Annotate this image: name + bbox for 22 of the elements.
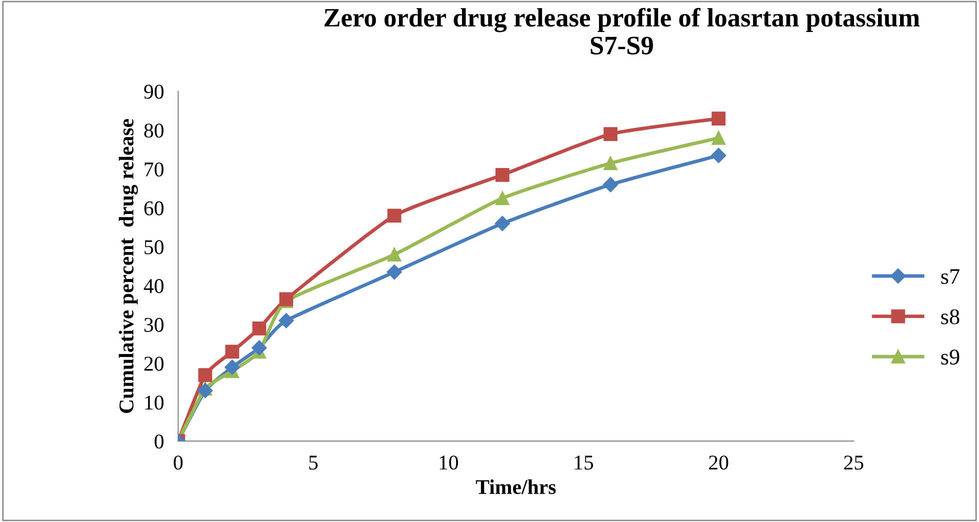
y-tick-label: 60 xyxy=(144,201,164,216)
x-axis-title: Time/hrs xyxy=(476,479,556,494)
legend-label: s7 xyxy=(941,269,960,284)
y-tick-label: 40 xyxy=(144,279,164,294)
x-tick-label: 5 xyxy=(309,456,318,470)
x-tick-label: 0 xyxy=(174,456,183,470)
y-tick-label: 0 xyxy=(154,434,164,449)
y-tick-label: 20 xyxy=(144,356,164,371)
y-tick-label: 30 xyxy=(144,318,164,332)
legend-label: s9 xyxy=(941,350,960,365)
chart-title: Zero order drug release profile of loasrtan potassium S7-S9 xyxy=(324,8,920,54)
y-tick-label: 80 xyxy=(144,124,164,138)
legend-label: s8 xyxy=(941,309,960,324)
x-tick-label: 10 xyxy=(440,456,458,470)
x-tick-label: 25 xyxy=(844,456,864,470)
y-tick-label: 50 xyxy=(144,240,164,254)
x-tick-label: 20 xyxy=(709,456,728,470)
y-tick-label: 90 xyxy=(144,84,164,99)
y-axis-title: Cumulative percent drug release xyxy=(118,119,138,413)
y-tick-label: 70 xyxy=(144,162,164,177)
y-tick-label: 10 xyxy=(145,396,164,410)
x-tick-label: 15 xyxy=(574,456,594,470)
